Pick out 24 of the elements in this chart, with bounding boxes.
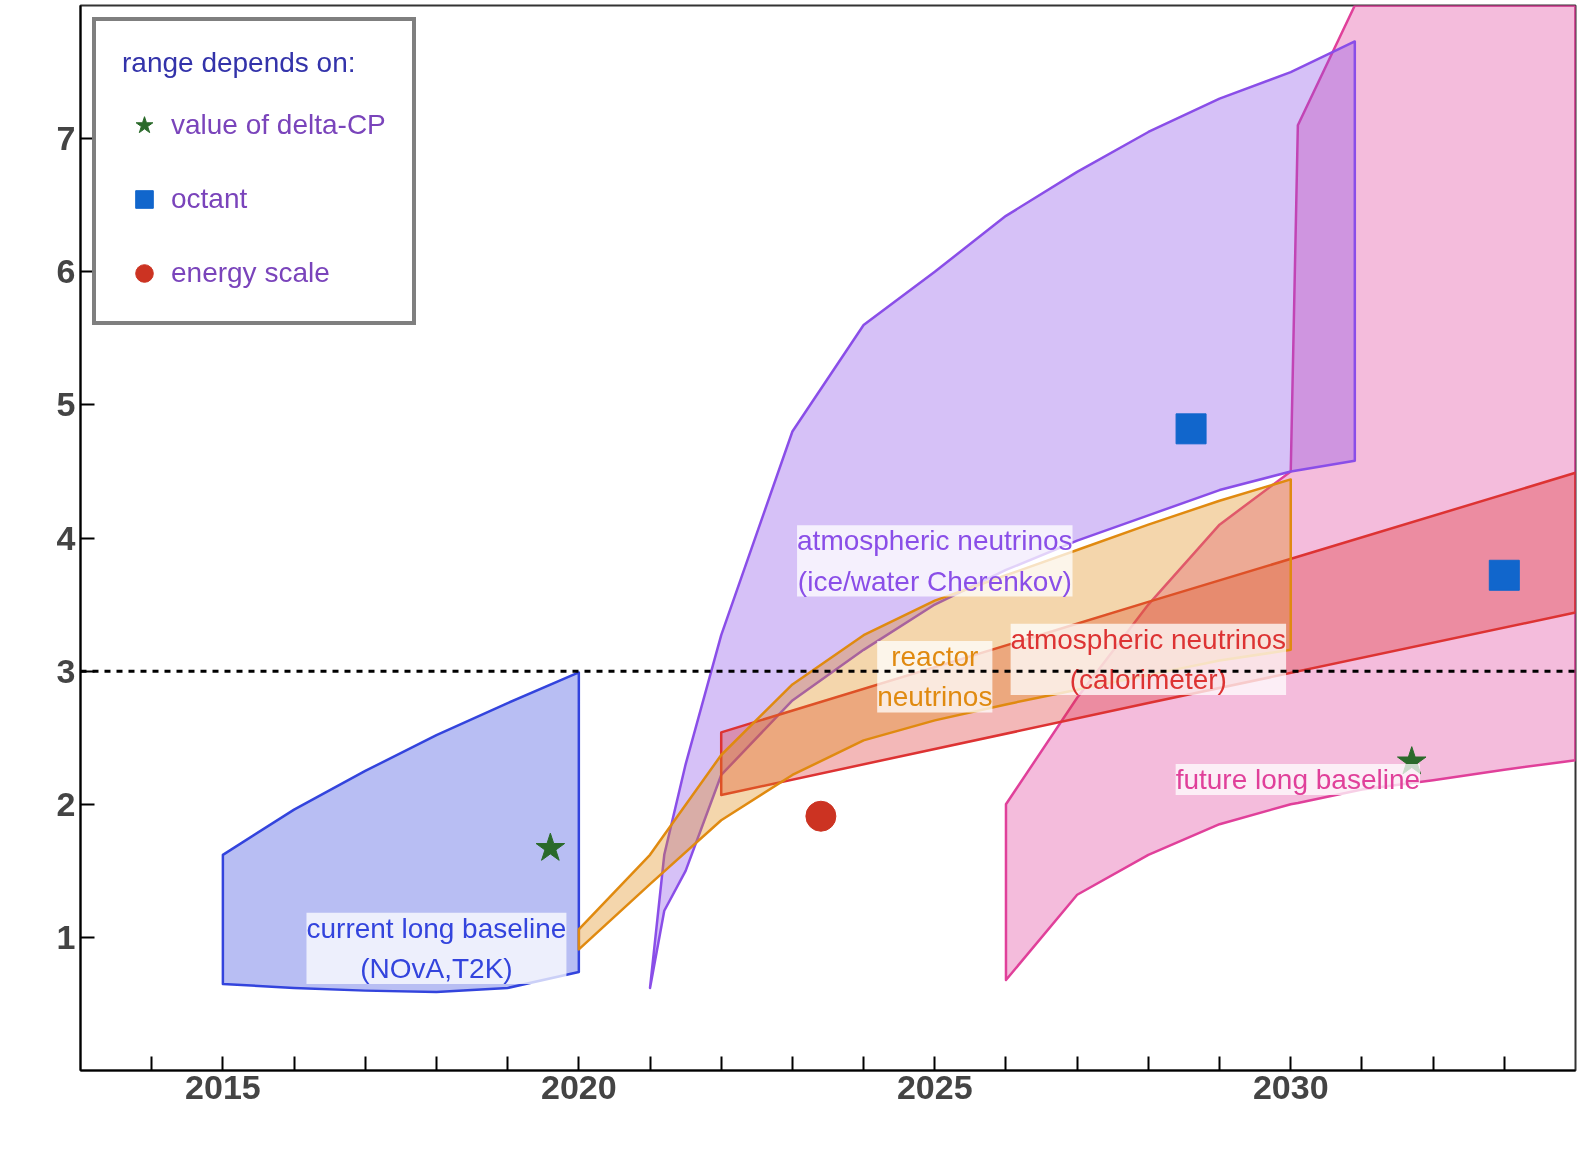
legend-label: energy scale xyxy=(171,257,330,289)
x-tick-label: 2025 xyxy=(896,1067,973,1106)
y-tick-label: 6 xyxy=(56,252,76,291)
legend-label: current long baseline (NOvA,T2K) xyxy=(306,912,567,984)
legend-label: octant xyxy=(171,183,248,215)
y-tick-label: 1 xyxy=(56,917,76,956)
point xyxy=(1488,559,1520,591)
x-tick-label: 2015 xyxy=(185,1067,261,1106)
y-tick-label: 4 xyxy=(56,518,76,557)
y-tick-label: 7 xyxy=(56,119,76,158)
point xyxy=(1175,413,1207,445)
x-tick-label: 2020 xyxy=(541,1067,617,1106)
legend-label: value of delta-CP xyxy=(171,109,386,141)
legend-label: atmospheric neutrinos (ice/water Cherenkov) xyxy=(797,525,1073,597)
legend-title: range depends on: xyxy=(122,47,357,79)
y-tick-label: 3 xyxy=(56,651,76,690)
legend-label: future long baseline xyxy=(1175,763,1421,795)
point xyxy=(805,800,837,832)
y-tick-label: 2 xyxy=(56,784,76,823)
y-tick-label: 5 xyxy=(56,385,76,424)
x-tick-label: 2030 xyxy=(1252,1067,1329,1106)
legend-label: reactor neutrinos xyxy=(877,641,993,713)
point xyxy=(535,832,566,861)
legend-label: atmospheric neutrinos (calorimeter) xyxy=(1010,623,1287,696)
